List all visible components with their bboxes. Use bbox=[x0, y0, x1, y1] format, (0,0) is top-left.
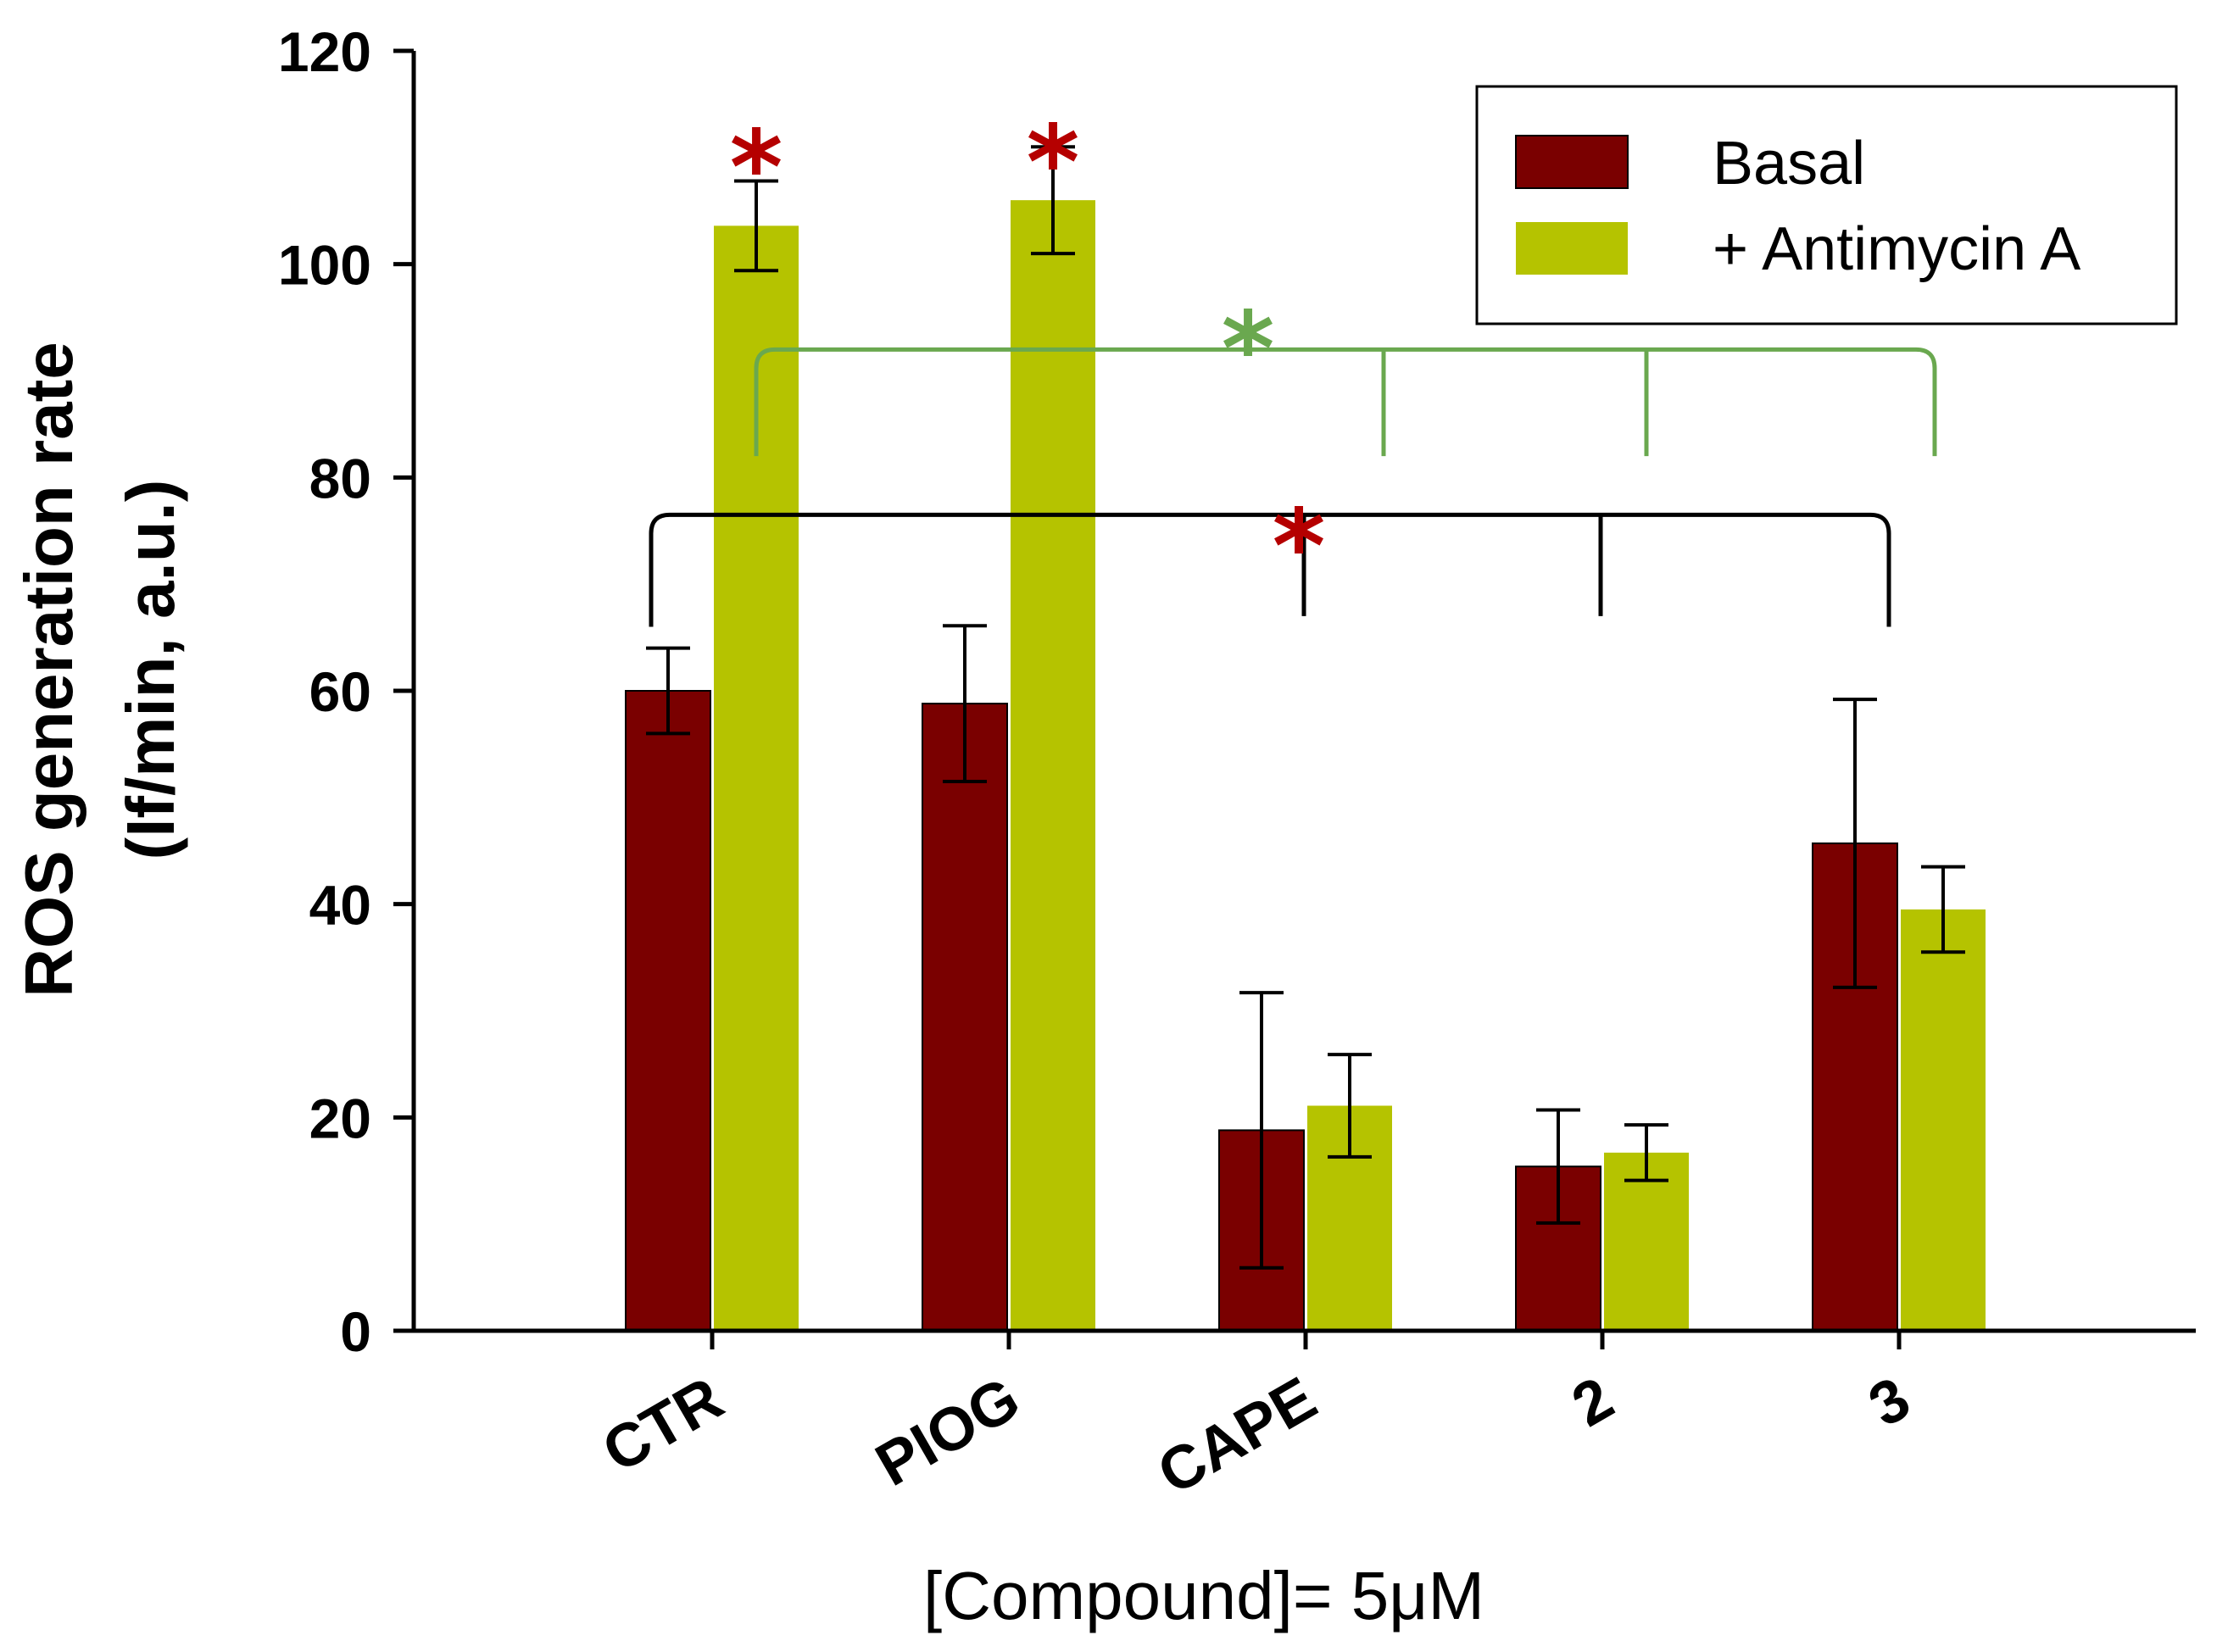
y-axis-label-line1: ROS generation rate bbox=[11, 342, 86, 998]
x-axis-label: [Compound]= 5μM bbox=[923, 1558, 1484, 1633]
significance-star-1: * bbox=[730, 110, 783, 228]
significance-star-4: * bbox=[1273, 488, 1326, 606]
significance-star-3: * bbox=[1222, 291, 1275, 409]
bar-3-antimycin bbox=[1901, 909, 1986, 1331]
legend-label-basal: Basal bbox=[1713, 130, 1865, 197]
y-tick-label: 120 bbox=[278, 20, 371, 83]
legend-label-antimycin: + Antimycin A bbox=[1713, 215, 2080, 283]
bar-piog-basal bbox=[922, 703, 1008, 1332]
significance-star-2: * bbox=[1027, 104, 1080, 222]
y-tick-label: 20 bbox=[309, 1087, 371, 1149]
x-tick-label-2: 2 bbox=[1561, 1365, 1624, 1440]
x-tick-label-piog: PIOG bbox=[865, 1365, 1031, 1499]
y-tick-label: 60 bbox=[309, 660, 371, 723]
legend: Basal + Antimycin A bbox=[1475, 85, 2178, 325]
y-tick-label: 0 bbox=[340, 1300, 371, 1363]
plot-area: 0 20 40 60 80 100 120 CTR PIOG CAPE 2 3 * * * * bbox=[278, 20, 2196, 1508]
legend-swatch-antimycin bbox=[1516, 222, 1628, 275]
x-tick-label-ctr: CTR bbox=[592, 1365, 734, 1486]
bar-piog-antimycin bbox=[1011, 200, 1095, 1332]
bar-2-antimycin bbox=[1604, 1152, 1689, 1331]
y-axis-label-line2: (If/min, a.u.) bbox=[113, 480, 188, 860]
y-tick-label: 100 bbox=[278, 234, 371, 297]
legend-swatch-basal bbox=[1515, 135, 1629, 189]
y-tick-label: 80 bbox=[309, 447, 371, 509]
x-tick-label-cape: CAPE bbox=[1147, 1365, 1328, 1508]
x-tick-label-3: 3 bbox=[1858, 1365, 1921, 1440]
significance-bracket-basal bbox=[649, 512, 1891, 627]
y-tick-label: 40 bbox=[309, 874, 371, 937]
legend-box bbox=[1475, 85, 2178, 325]
bar-ctr-basal bbox=[625, 690, 711, 1332]
significance-bracket-antimycin bbox=[754, 347, 1937, 457]
